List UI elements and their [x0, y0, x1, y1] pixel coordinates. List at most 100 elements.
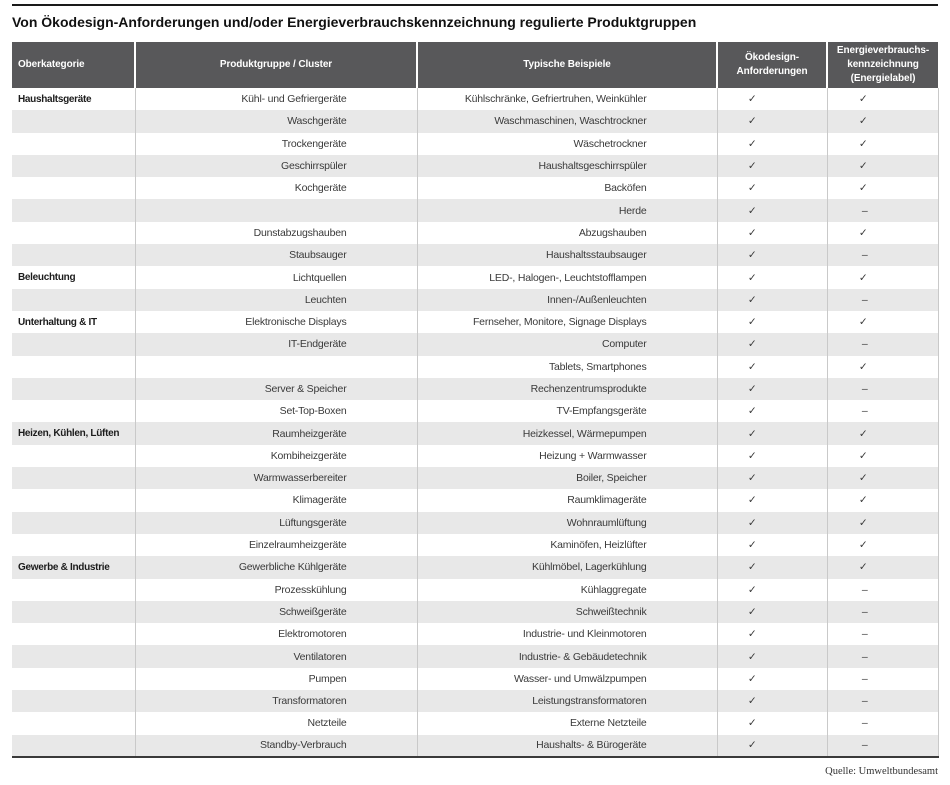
product-group-cell: Lichtquellen	[134, 266, 417, 289]
examples-cell: Wohnraumlüftung	[416, 511, 717, 534]
energylabel-cell: –	[826, 244, 939, 267]
table-row: Transformatoren Leistungstransformatoren ✓…	[12, 690, 939, 713]
examples-cell: Waschmaschinen, Waschtrockner	[416, 110, 717, 133]
table-row: Leuchten Innen-/Außenleuchten ✓ –	[12, 288, 939, 311]
check-icon: ✓	[747, 115, 757, 128]
product-group-cell: Kombiheizgeräte	[134, 444, 417, 468]
product-group-cell: Schweißgeräte	[134, 600, 417, 624]
check-icon: ✓	[858, 226, 868, 239]
product-group-cell: Standby-Verbrauch	[134, 734, 417, 758]
energylabel-cell: ✓	[826, 310, 939, 334]
check-icon: ✓	[747, 160, 757, 173]
category-cell	[12, 244, 135, 266]
energylabel-cell: ✓	[826, 177, 939, 200]
table-row: Prozesskühlung Kühlaggregate ✓ –	[12, 578, 939, 601]
category-cell: Heizen, Kühlen, Lüften	[18, 428, 120, 440]
examples-cell: Haushalts- & Bürogeräte	[416, 734, 717, 758]
energylabel-cell: –	[826, 645, 939, 668]
dash-icon: –	[861, 695, 868, 708]
table-row: Standby-Verbrauch Haushalts- & Bürogeräte…	[12, 734, 939, 758]
category-cell	[12, 668, 135, 690]
category-cell	[12, 734, 135, 758]
category-cell	[12, 333, 135, 355]
product-group-cell: Waschgeräte	[134, 110, 417, 133]
product-group-cell	[134, 355, 417, 378]
category-cell	[12, 378, 135, 400]
category-cell: Gewerbe & Industrie	[18, 561, 110, 573]
oekodesign-cell: ✓	[716, 110, 827, 133]
oekodesign-cell: ✓	[716, 712, 827, 735]
examples-cell: Herde	[416, 199, 717, 222]
check-icon: ✓	[747, 583, 757, 596]
examples-cell: Heizung + Warmwasser	[416, 444, 717, 468]
oekodesign-cell: ✓	[716, 667, 827, 691]
table-row: Klimageräte Raumklimageräte ✓ ✓	[12, 489, 939, 512]
energylabel-cell: ✓	[826, 355, 939, 378]
examples-cell: LED-, Halogen-, Leuchtstofflampen	[416, 266, 717, 289]
category-cell	[12, 289, 135, 311]
energylabel-cell: ✓	[826, 533, 939, 557]
regulated-products-table: Oberkategorie Produktgruppe / Cluster Ty…	[12, 42, 939, 758]
dash-icon: –	[861, 739, 868, 752]
product-group-cell: Elektromotoren	[134, 623, 417, 646]
product-group-cell: Raumheizgeräte	[134, 422, 417, 445]
check-icon: ✓	[858, 115, 868, 128]
energylabel-cell: –	[826, 199, 939, 222]
product-group-cell: Gewerbliche Kühlgeräte	[134, 556, 417, 579]
check-icon: ✓	[747, 226, 757, 239]
table-row: Heizen, Kühlen, Lüften Raumheizgeräte Heiz…	[12, 422, 939, 445]
oekodesign-cell: ✓	[716, 88, 827, 111]
check-icon: ✓	[747, 338, 757, 351]
column-header-typische-beispiele: Typische Beispiele	[416, 42, 717, 88]
examples-cell: Schweißtechnik	[416, 600, 717, 624]
category-cell: Unterhaltung & IT	[18, 316, 97, 328]
source-note: Quelle: Umweltbundesamt	[825, 765, 938, 777]
product-group-cell: Set-Top-Boxen	[134, 400, 417, 423]
product-group-cell: Trockengeräte	[134, 132, 417, 155]
category-cell	[12, 400, 135, 422]
examples-cell: Heizkessel, Wärmepumpen	[416, 422, 717, 445]
oekodesign-cell: ✓	[716, 467, 827, 490]
table-row: Geschirrspüler Haushaltsgeschirrspüler ✓ ✓	[12, 154, 939, 178]
product-group-cell: Lüftungsgeräte	[134, 511, 417, 534]
product-group-cell: Klimageräte	[134, 489, 417, 512]
table-row: Trockengeräte Wäschetrockner ✓ ✓	[12, 132, 939, 155]
table-row: Herde ✓ –	[12, 199, 939, 222]
category-cell	[12, 110, 135, 132]
product-group-cell: Leuchten	[134, 288, 417, 311]
check-icon: ✓	[747, 427, 757, 440]
energylabel-cell: –	[826, 578, 939, 601]
category-cell	[12, 199, 135, 221]
table-row: Elektromotoren Industrie- und Kleinmotore…	[12, 623, 939, 646]
check-icon: ✓	[747, 383, 757, 395]
product-group-cell: Server & Speicher	[134, 377, 417, 401]
energylabel-cell: –	[826, 400, 939, 423]
oekodesign-cell: ✓	[716, 288, 827, 311]
table-body: Haushaltsgeräte Kühl- und Gefriergeräte Kü…	[12, 88, 939, 758]
oekodesign-cell: ✓	[716, 422, 827, 445]
check-icon: ✓	[747, 739, 757, 752]
category-cell	[12, 712, 135, 734]
oekodesign-cell: ✓	[716, 355, 827, 378]
page-title: Von Ökodesign-Anforderungen und/oder Ene…	[12, 14, 697, 30]
examples-cell: Boiler, Speicher	[416, 467, 717, 490]
check-icon: ✓	[747, 605, 757, 618]
dash-icon: –	[861, 249, 868, 262]
energylabel-cell: –	[826, 377, 939, 401]
check-icon: ✓	[858, 427, 868, 440]
oekodesign-cell: ✓	[716, 734, 827, 758]
check-icon: ✓	[858, 539, 868, 552]
product-group-cell: Ventilatoren	[134, 645, 417, 668]
product-group-cell: Pumpen	[134, 667, 417, 691]
product-group-cell: Prozesskühlung	[134, 578, 417, 601]
check-icon: ✓	[747, 271, 757, 284]
dash-icon: –	[861, 383, 868, 395]
table-row: Kochgeräte Backöfen ✓ ✓	[12, 177, 939, 200]
product-group-cell: Dunstabzugshauben	[134, 221, 417, 245]
oekodesign-cell: ✓	[716, 400, 827, 423]
energylabel-cell: ✓	[826, 422, 939, 445]
header-row: Oberkategorie Produktgruppe / Cluster Ty…	[12, 42, 938, 88]
table-row: Waschgeräte Waschmaschinen, Waschtrockner…	[12, 110, 939, 133]
check-icon: ✓	[858, 561, 868, 574]
category-cell	[12, 623, 135, 645]
